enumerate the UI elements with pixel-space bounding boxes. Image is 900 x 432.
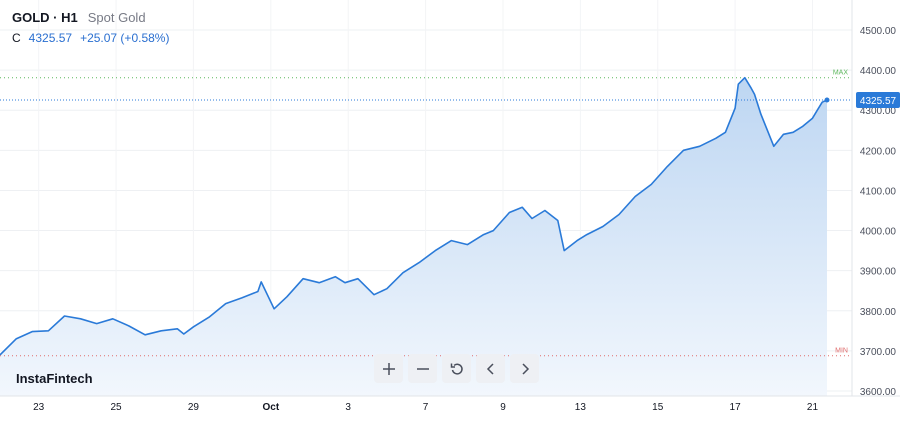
y-tick-label: 4000.00: [860, 227, 897, 238]
x-tick-label: 25: [111, 402, 123, 413]
minus-icon: [416, 367, 429, 370]
plus-icon: [382, 362, 395, 375]
chart-controls: [374, 354, 539, 383]
scroll-right-button[interactable]: [510, 354, 539, 383]
x-tick-label: 29: [188, 402, 200, 413]
x-tick-label: 13: [575, 402, 587, 413]
chart-legend: GOLD · H1 Spot Gold C 4325.57 +25.07 (+0…: [12, 10, 169, 45]
scroll-left-button[interactable]: [476, 354, 505, 383]
symbol-description: Spot Gold: [87, 10, 146, 25]
x-tick-label: 3: [345, 402, 351, 413]
x-tick-label: 9: [500, 402, 506, 413]
min-label: MIN: [835, 348, 848, 355]
brand-logo: InstaFintech: [16, 371, 93, 386]
zoom-out-button[interactable]: [408, 354, 437, 383]
x-tick-label: Oct: [262, 402, 279, 413]
chevron-left-icon: [486, 362, 494, 375]
max-label: MAX: [833, 70, 849, 77]
price-area: [0, 77, 827, 396]
y-tick-label: 4300.00: [860, 106, 897, 117]
y-tick-label: 3900.00: [860, 267, 897, 278]
chevron-right-icon: [521, 362, 529, 375]
y-tick-label: 4200.00: [860, 146, 897, 157]
area-fill: [0, 77, 827, 396]
close-value: 4325.57: [28, 31, 73, 45]
x-tick-label: 7: [423, 402, 429, 413]
y-axis[interactable]: 4500.00 4400.00 4300.00 4200.00 4100.00 4000.…: [851, 0, 900, 398]
y-tick-label: 4400.00: [860, 66, 897, 77]
legend-title-row: GOLD · H1 Spot Gold: [12, 10, 169, 25]
series-line: [0, 76, 828, 356]
x-axis[interactable]: 23 25 29 Oct 3 7 9 13 15 17 21: [0, 395, 900, 413]
y-tick-label: 3800.00: [860, 307, 897, 318]
close-prefix: C: [12, 31, 21, 45]
x-tick-label: 17: [730, 402, 742, 413]
x-tick-label: 15: [652, 402, 664, 413]
y-tick-label: 4100.00: [860, 186, 897, 197]
price-line: [0, 76, 828, 356]
symbol-label[interactable]: GOLD · H1: [12, 10, 78, 25]
reset-icon: [450, 363, 463, 375]
reset-button[interactable]: [442, 354, 471, 383]
last-price-badge: [856, 91, 900, 108]
y-tick-label: 3600.00: [860, 387, 897, 398]
last-price-label: 4325.57: [860, 96, 897, 107]
change-value: +25.07 (+0.58%): [80, 31, 170, 45]
y-tick-label: 3700.00: [860, 347, 897, 358]
y-tick-label: 4500.00: [860, 26, 897, 37]
zoom-in-button[interactable]: [374, 354, 403, 383]
x-tick-label: 21: [807, 402, 819, 413]
legend-values-row: C 4325.57 +25.07 (+0.58%): [12, 31, 169, 45]
x-tick-label: 23: [33, 402, 45, 413]
